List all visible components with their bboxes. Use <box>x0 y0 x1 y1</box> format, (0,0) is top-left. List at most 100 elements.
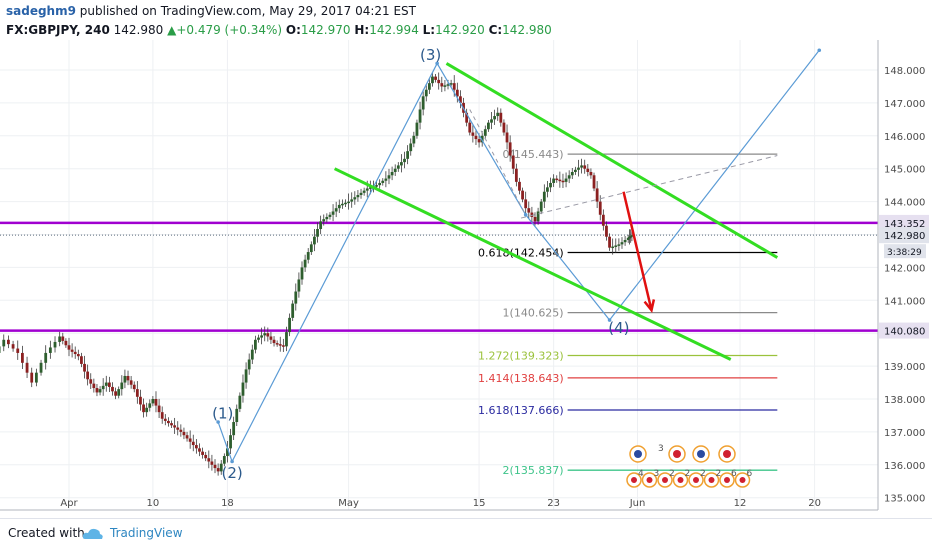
fib-level-label: 1.272(139.323) <box>478 349 564 362</box>
publish-line: sadeghm9 published on TradingView.com, M… <box>6 2 646 21</box>
open-label: O: <box>285 23 301 37</box>
candle-body <box>232 422 236 436</box>
time-axis-labels[interactable]: Apr 10 18 May 15 23 Jun 12 20 <box>60 498 821 509</box>
candle-body <box>322 219 326 222</box>
candle-body <box>605 225 608 237</box>
candle-body <box>319 221 323 230</box>
candle-body <box>44 352 48 363</box>
candle-body <box>48 347 52 353</box>
candle-body <box>272 339 276 344</box>
candle-body <box>564 178 568 182</box>
candle-body <box>561 180 565 183</box>
candle-body <box>76 354 80 357</box>
candle-body <box>142 404 145 413</box>
candle-body <box>179 429 183 432</box>
candle-body <box>191 441 195 446</box>
candle-body <box>151 399 155 404</box>
candle-body <box>629 236 633 238</box>
candle-body <box>434 76 437 80</box>
candle-body <box>316 229 319 237</box>
candle-body <box>306 252 310 260</box>
candle-body <box>558 179 562 182</box>
time-tick-label: May <box>338 498 359 509</box>
wave-label: (4) <box>608 319 629 337</box>
candle-body <box>303 259 307 268</box>
candle-body <box>104 382 108 386</box>
candle-body <box>21 352 24 363</box>
candle-body <box>387 175 391 179</box>
candle-body <box>126 375 130 381</box>
candle-body <box>455 89 459 97</box>
candle-body <box>123 375 127 383</box>
time-tick-label: 15 <box>473 498 486 509</box>
candle-body <box>275 343 279 345</box>
author-link[interactable]: sadeghm9 <box>6 4 76 18</box>
candle-body <box>198 448 201 452</box>
candle-body <box>533 216 537 222</box>
price-tick-label: 138.000 <box>884 395 925 406</box>
candle-body <box>263 333 267 336</box>
tradingview-brand-link[interactable]: TradingView <box>110 526 183 540</box>
wave-label: (3) <box>420 46 441 64</box>
candle-body <box>86 371 90 380</box>
candle-body <box>630 235 634 237</box>
price-change: +0.479 (+0.34%) <box>176 23 283 37</box>
event-flag-icon <box>724 477 730 483</box>
drawings[interactable]: (1) (2) (3) (4) <box>212 46 822 482</box>
candle-body <box>505 132 509 143</box>
footer: Created with TradingView <box>0 518 932 551</box>
wave-label: (1) <box>212 405 233 423</box>
candle-body <box>378 182 382 186</box>
candle-body <box>235 408 239 423</box>
tradingview-cloud-icon <box>82 528 103 539</box>
candle-body <box>154 399 158 406</box>
resistance-price-text: 143.352 <box>884 219 925 230</box>
candle-body <box>589 171 593 176</box>
candle-body <box>356 195 360 198</box>
candle-body <box>328 214 332 217</box>
candle-body <box>254 339 257 350</box>
candle-body <box>67 345 71 350</box>
event-count-label: 3 <box>654 469 660 479</box>
candle-body <box>244 369 248 383</box>
event-count-label: 4 <box>638 469 644 479</box>
elliott-wave-path <box>217 49 820 464</box>
candle-body <box>213 464 217 469</box>
candle-body <box>83 363 86 372</box>
price-tick-label: 146.000 <box>884 132 925 143</box>
candle-body <box>163 418 167 421</box>
candle-body <box>539 201 543 212</box>
candle-body <box>471 132 475 136</box>
candle-body <box>424 89 428 97</box>
candle-body <box>117 389 121 396</box>
candle-body <box>325 216 329 220</box>
candle-body <box>350 199 354 202</box>
symbol-label[interactable]: FX:GBPJPY, 240 <box>6 23 110 37</box>
candle-body <box>238 395 242 409</box>
candle-body <box>331 211 335 215</box>
price-chart[interactable]: 0(145.443)0.618(142.454)1(140.625)1.272(… <box>0 40 932 518</box>
event-flag-icon <box>646 477 653 483</box>
low-value: 142.920 <box>435 23 485 37</box>
high-label: H: <box>354 23 370 37</box>
candle-body <box>260 335 264 338</box>
grid <box>0 40 878 510</box>
candle-body <box>160 412 164 419</box>
candle-body <box>207 458 211 462</box>
price-axis[interactable] <box>878 40 932 518</box>
candle-body <box>592 175 596 189</box>
event-markers[interactable]: 34 3 2 2 2 2 6 6 <box>626 444 753 488</box>
resistance-price-badge <box>879 214 929 231</box>
candle-body <box>499 112 503 123</box>
candle-body <box>536 211 540 222</box>
price-tick-label: 141.000 <box>884 296 925 307</box>
candle-body <box>145 407 149 413</box>
support-price-badge <box>879 322 929 339</box>
candle-body <box>365 188 369 191</box>
candle-body <box>396 165 400 169</box>
candle-body <box>194 445 198 449</box>
event-flag-icon <box>697 450 705 458</box>
time-tick-label: 10 <box>147 498 160 509</box>
candle-body <box>549 182 552 188</box>
candle-body <box>16 348 20 353</box>
